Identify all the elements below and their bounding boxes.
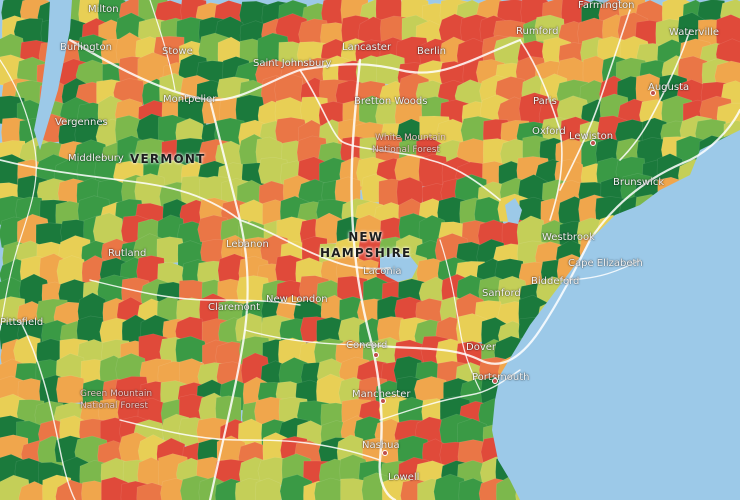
place-waterville[interactable]: Waterville [669,27,719,38]
place-rutland[interactable]: Rutland [108,248,147,259]
county-tile [18,481,51,500]
place-burlington[interactable]: Burlington [60,42,112,53]
place-cape-elizabeth[interactable]: Cape Elizabeth [568,258,643,269]
county-tile [340,478,369,500]
city-dot-augusta [650,90,656,96]
place-claremont[interactable]: Claremont [208,302,261,313]
place-paris[interactable]: Paris [533,96,557,107]
place-vergennes[interactable]: Vergennes [55,117,108,128]
place-new-london[interactable]: New London [266,294,328,305]
state-label-nh-line1: NEW [348,230,384,244]
place-bretton-woods[interactable]: Bretton Woods [354,96,428,107]
state-label-vermont: VERMONT [130,152,206,166]
place-milton[interactable]: Milton [88,4,119,15]
city-dot-manchester [380,398,386,404]
county-tile [113,77,146,108]
place-dover[interactable]: Dover [466,342,496,353]
city-dot-nashua [382,450,388,456]
place-portsmouth[interactable]: Portsmouth [472,372,530,383]
sebago-lake [505,198,522,224]
place-berlin[interactable]: Berlin [417,46,447,57]
place-pittsfield[interactable]: Pittsfield [0,317,44,328]
place-montpelier[interactable]: Montpelier [163,94,217,105]
place-lowell[interactable]: Lowell [388,472,420,483]
city-dot-portsmouth [492,378,498,384]
place-saint-johnsbury[interactable]: Saint Johnsbury [253,58,332,69]
county-tile [715,14,740,46]
city-dot-lewiston [590,140,596,146]
ocean [492,130,740,500]
place-middlebury[interactable]: Middlebury [68,153,124,164]
state-label-nh-line2: HAMPSHIRE [320,246,412,260]
place-nashua[interactable]: Nashua [362,440,400,451]
state-label-new-hampshire: NEW HAMPSHIRE [320,229,411,261]
place-lancaster[interactable]: Lancaster [342,42,392,53]
place-lebanon[interactable]: Lebanon [226,239,269,250]
place-augusta[interactable]: Augusta [648,82,690,93]
place-brunswick[interactable]: Brunswick [613,177,665,188]
place-green-mountain-nf-line1[interactable]: Green Mountain [80,389,153,399]
lake-winnipesaukee [380,252,418,282]
place-laconia[interactable]: Laconia [363,266,402,277]
lake-champlain [34,0,72,150]
place-concord[interactable]: Concord [346,340,388,351]
place-sanford[interactable]: Sanford [482,288,521,299]
place-biddeford[interactable]: Biddeford [531,276,580,287]
place-green-mountain-nf-line2[interactable]: National Forest [80,401,148,411]
county-tile [254,477,283,500]
place-white-mountain-nf-line2[interactable]: National Forest [372,145,440,155]
place-manchester[interactable]: Manchester [352,389,411,400]
county-tile [81,480,108,500]
place-farmington[interactable]: Farmington [578,0,635,11]
place-oxford[interactable]: Oxford [532,126,566,137]
place-westbrook[interactable]: Westbrook [542,232,595,243]
place-stowe[interactable]: Stowe [162,46,193,57]
place-rumford[interactable]: Rumford [516,26,559,37]
place-lewiston[interactable]: Lewiston [569,131,614,142]
county-tile [314,477,346,500]
city-dot-concord [373,352,379,358]
place-white-mountain-nf-line1[interactable]: White Mountain [375,133,446,143]
county-tile [433,473,467,500]
